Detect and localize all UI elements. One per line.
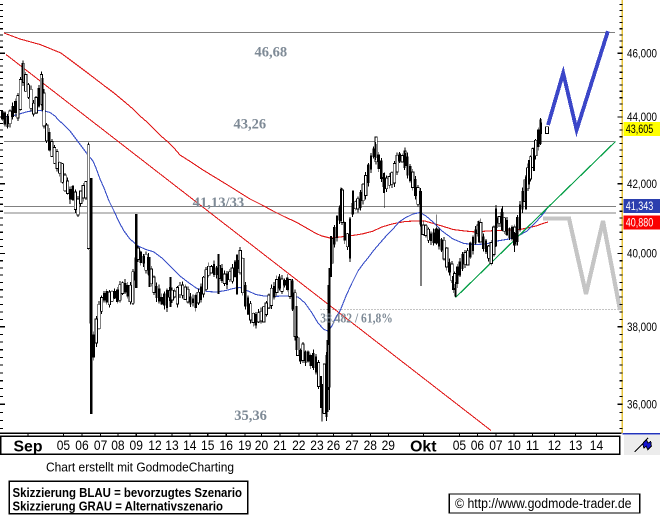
svg-text:06: 06 <box>471 438 485 453</box>
svg-text:19: 19 <box>238 438 252 453</box>
svg-text:38,000: 38,000 <box>627 320 657 334</box>
svg-text:Chart erstellt mit GodmodeChar: Chart erstellt mit GodmodeCharting <box>46 460 234 475</box>
svg-text:12: 12 <box>548 438 561 453</box>
svg-text:12: 12 <box>148 438 161 453</box>
svg-text:16: 16 <box>220 438 234 453</box>
svg-text:35,36: 35,36 <box>234 408 267 424</box>
svg-text:38,482 / 61,8%: 38,482 / 61,8% <box>320 311 393 326</box>
svg-text:14: 14 <box>590 438 604 453</box>
svg-text:21: 21 <box>273 438 286 453</box>
svg-text:Sep: Sep <box>14 438 43 455</box>
svg-text:26: 26 <box>327 438 341 453</box>
svg-text:11: 11 <box>526 438 539 453</box>
svg-text:© http://www.godmode-trader.de: © http://www.godmode-trader.de <box>455 496 632 511</box>
svg-text:07: 07 <box>489 438 502 453</box>
svg-text:14: 14 <box>183 438 197 453</box>
svg-text:29: 29 <box>382 438 396 453</box>
svg-text:13: 13 <box>165 438 179 453</box>
svg-text:10: 10 <box>507 438 521 453</box>
svg-text:40,880: 40,880 <box>626 216 654 230</box>
svg-text:07: 07 <box>94 438 107 453</box>
svg-text:43,26: 43,26 <box>234 117 267 133</box>
svg-text:41,343: 41,343 <box>626 199 654 213</box>
svg-text:41,13/33: 41,13/33 <box>193 195 245 211</box>
svg-text:08: 08 <box>111 438 125 453</box>
svg-text:22: 22 <box>292 438 305 453</box>
svg-text:Skizzierung BLAU = bevorzugtes: Skizzierung BLAU = bevorzugtes Szenario <box>13 486 243 500</box>
svg-text:43,605: 43,605 <box>626 122 654 136</box>
svg-text:27: 27 <box>345 438 358 453</box>
svg-text:13: 13 <box>569 438 583 453</box>
svg-text:40,000: 40,000 <box>627 247 657 261</box>
svg-text:42,000: 42,000 <box>627 177 657 191</box>
svg-text:Skizzierung GRAU = Alternativs: Skizzierung GRAU = Alternativszenario <box>13 499 224 513</box>
svg-text:36,000: 36,000 <box>627 398 657 412</box>
svg-text:28: 28 <box>364 438 378 453</box>
svg-text:06: 06 <box>75 438 89 453</box>
svg-text:Okt: Okt <box>410 438 437 455</box>
svg-text:23: 23 <box>310 438 324 453</box>
svg-text:46,68: 46,68 <box>255 45 288 61</box>
svg-text:46,000: 46,000 <box>627 47 657 61</box>
svg-text:15: 15 <box>201 438 215 453</box>
svg-text:09: 09 <box>130 438 144 453</box>
svg-text:05: 05 <box>57 438 71 453</box>
svg-text:05: 05 <box>453 438 467 453</box>
svg-text:20: 20 <box>255 438 269 453</box>
